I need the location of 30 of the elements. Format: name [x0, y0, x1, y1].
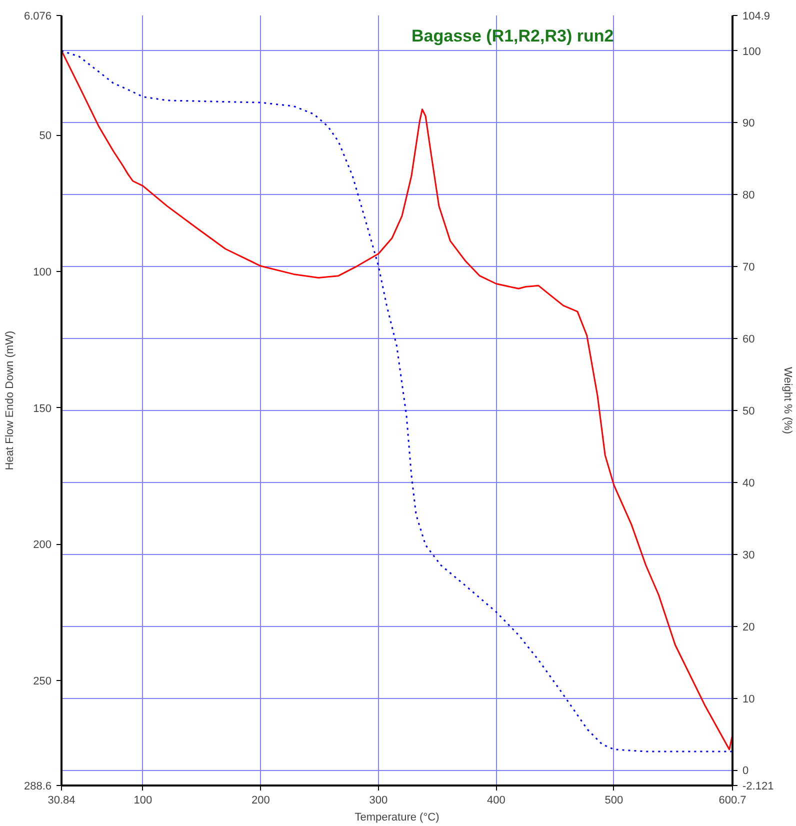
x-tick-label: 500: [604, 794, 624, 806]
x-tick-label: 30.84: [48, 794, 76, 806]
y2-tick-label: 50: [742, 405, 755, 418]
y2-tick-label: 80: [742, 190, 755, 202]
y2-axis-title: Weight % (%): [782, 366, 794, 434]
y2-tick-label: 100: [742, 46, 761, 58]
y-axis-title: Heat Flow Endo Down (mW): [4, 330, 16, 470]
y2-tick-label: 20: [742, 621, 755, 634]
y-tick-label: 200: [33, 539, 52, 552]
y-tick-label: 288.6: [24, 780, 52, 792]
x-axis-title: Temperature (°C): [354, 812, 440, 824]
x-tick-label: 400: [487, 794, 506, 806]
y2-tick-label: 0: [742, 765, 749, 778]
y-tick-label: 50: [39, 130, 52, 142]
y2-tick-label: 30: [742, 549, 755, 562]
y2-tick-label: 10: [742, 693, 755, 706]
y2-tick-label: 104.9: [742, 10, 770, 22]
x-tick-label: 300: [369, 794, 388, 806]
y-tick-label: 250: [33, 675, 52, 688]
x-tick-label: 200: [252, 794, 270, 806]
y2-tick-label: 70: [742, 262, 755, 274]
y-tick-label: 150: [33, 402, 52, 415]
y2-tick-label: 90: [742, 118, 755, 130]
y-tick-label: 6.076: [24, 10, 52, 22]
y2-tick-label: 40: [742, 477, 755, 490]
x-tick-label: 100: [134, 794, 152, 806]
x-tick-label: 600.7: [718, 794, 746, 806]
y2-tick-label: -2.121: [742, 780, 774, 792]
y2-tick-label: 60: [742, 334, 755, 346]
y-tick-label: 100: [33, 266, 52, 278]
